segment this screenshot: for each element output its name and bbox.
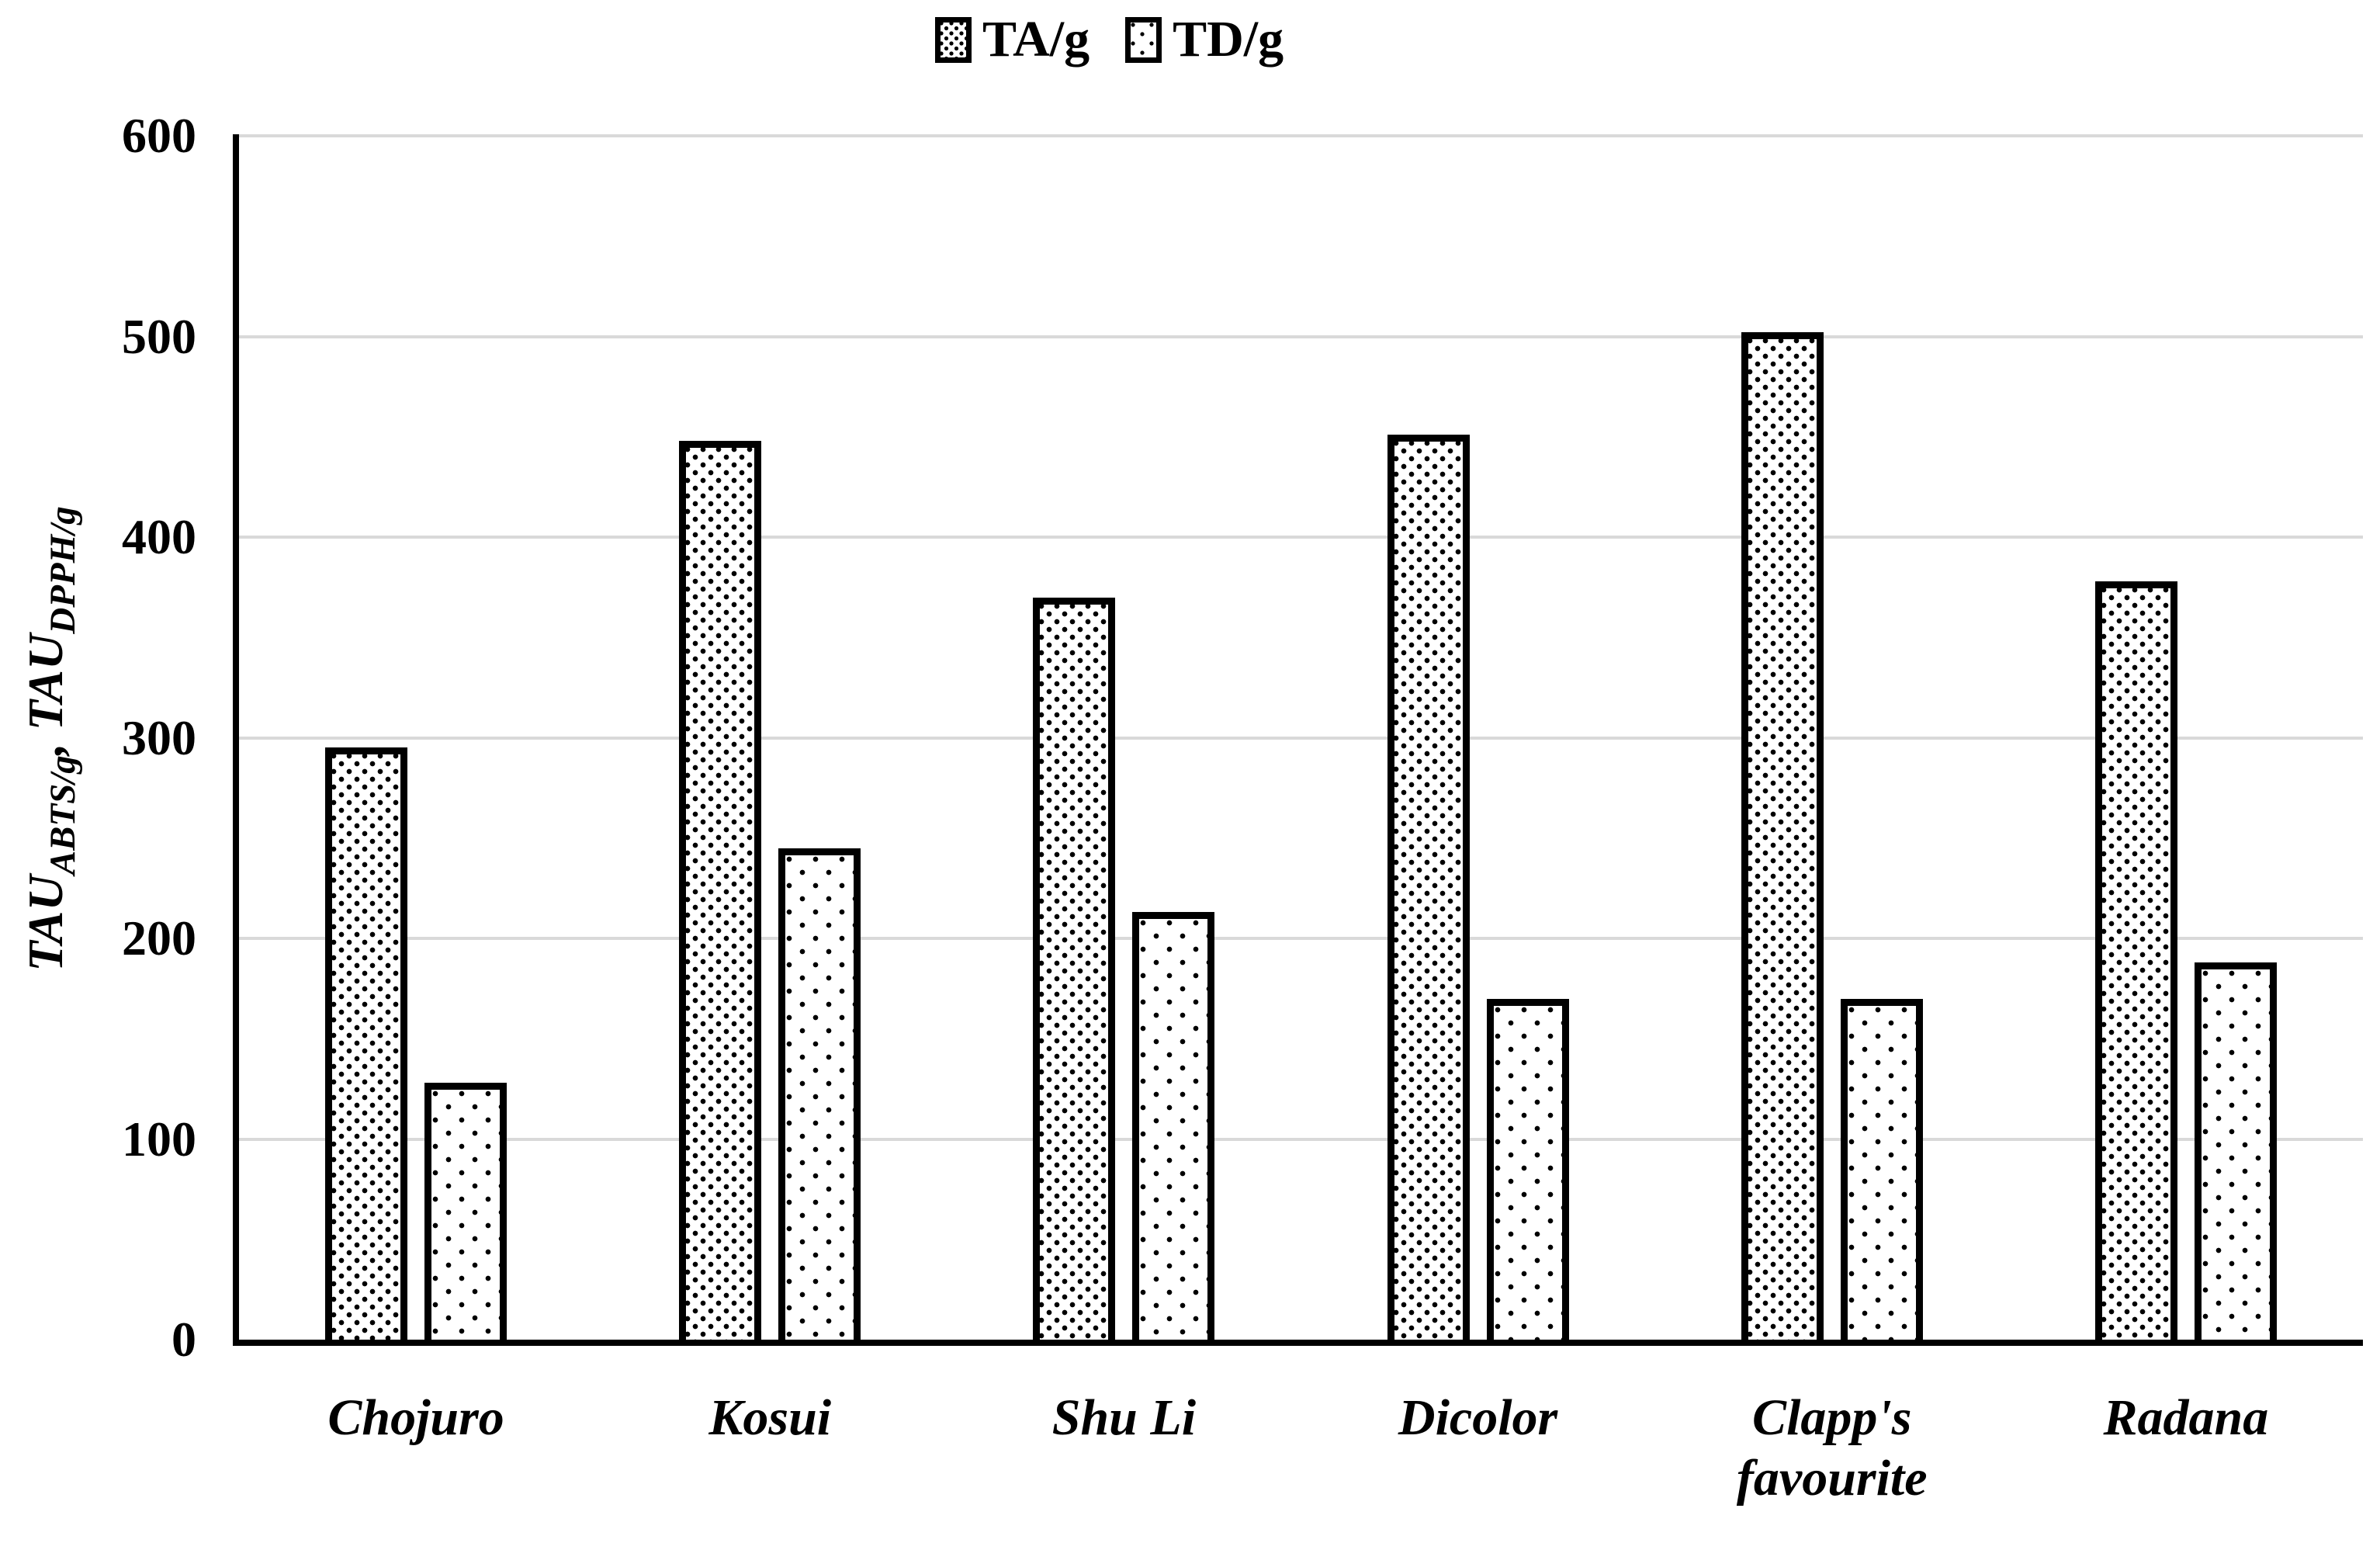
bar-td-shu-li	[1132, 912, 1215, 1340]
legend-label-ta: TA/g	[982, 11, 1090, 68]
x-category-label-dicolor: Dicolor	[1398, 1389, 1558, 1446]
y-tick-label-300: 300	[122, 709, 196, 765]
y-axis-line	[233, 134, 239, 1346]
gridline-200	[239, 937, 2363, 940]
x-axis-line	[233, 1340, 2363, 1346]
y-axis-title-subscript: ABTS/g	[43, 755, 83, 876]
y-tick-label-400: 400	[122, 509, 196, 564]
gridline-100	[239, 1137, 2363, 1141]
gridline-300	[239, 736, 2363, 740]
x-category-label-radana: Radana	[2103, 1389, 2269, 1446]
bar-td-dicolor	[1486, 998, 1569, 1340]
plot-area	[233, 134, 2363, 1346]
bar-td-kosui	[778, 848, 861, 1340]
bar-td-chojuro	[424, 1083, 508, 1340]
legend-item-ta: TA/g	[935, 14, 1090, 65]
legend-label-td: TD/g	[1173, 11, 1284, 68]
x-category-label-kosui: Kosui	[708, 1389, 832, 1446]
x-category-label-shu-li: Shu Li	[1051, 1389, 1197, 1446]
y-tick-label-0: 0	[171, 1312, 196, 1367]
bar-ta-clapp-s-favourite	[1741, 332, 1824, 1340]
bar-ta-kosui	[679, 440, 762, 1340]
chart-legend: TA/g TD/g	[935, 14, 1284, 65]
bar-ta-dicolor	[1387, 435, 1470, 1340]
legend-swatch-dense-dots-icon	[935, 16, 972, 63]
x-category-label-chojuro: Chojuro	[327, 1389, 504, 1446]
gridline-600	[239, 134, 2363, 137]
legend-swatch-sparse-dots-icon	[1125, 16, 1162, 63]
gridline-400	[239, 536, 2363, 539]
y-tick-label-100: 100	[122, 1111, 196, 1167]
bar-ta-chojuro	[325, 747, 408, 1340]
bar-td-radana	[2194, 962, 2277, 1340]
bar-td-clapp-s-favourite	[1840, 998, 1923, 1340]
y-tick-label-600: 600	[122, 108, 196, 163]
legend-item-td: TD/g	[1125, 14, 1284, 65]
y-tick-label-200: 200	[122, 910, 196, 966]
y-tick-label-500: 500	[122, 308, 196, 364]
gridline-500	[239, 335, 2363, 338]
bar-ta-shu-li	[1033, 597, 1116, 1340]
bar-ta-radana	[2094, 581, 2177, 1340]
x-category-label-clapp-s-favourite: Clapp's favourite	[1736, 1389, 1928, 1507]
